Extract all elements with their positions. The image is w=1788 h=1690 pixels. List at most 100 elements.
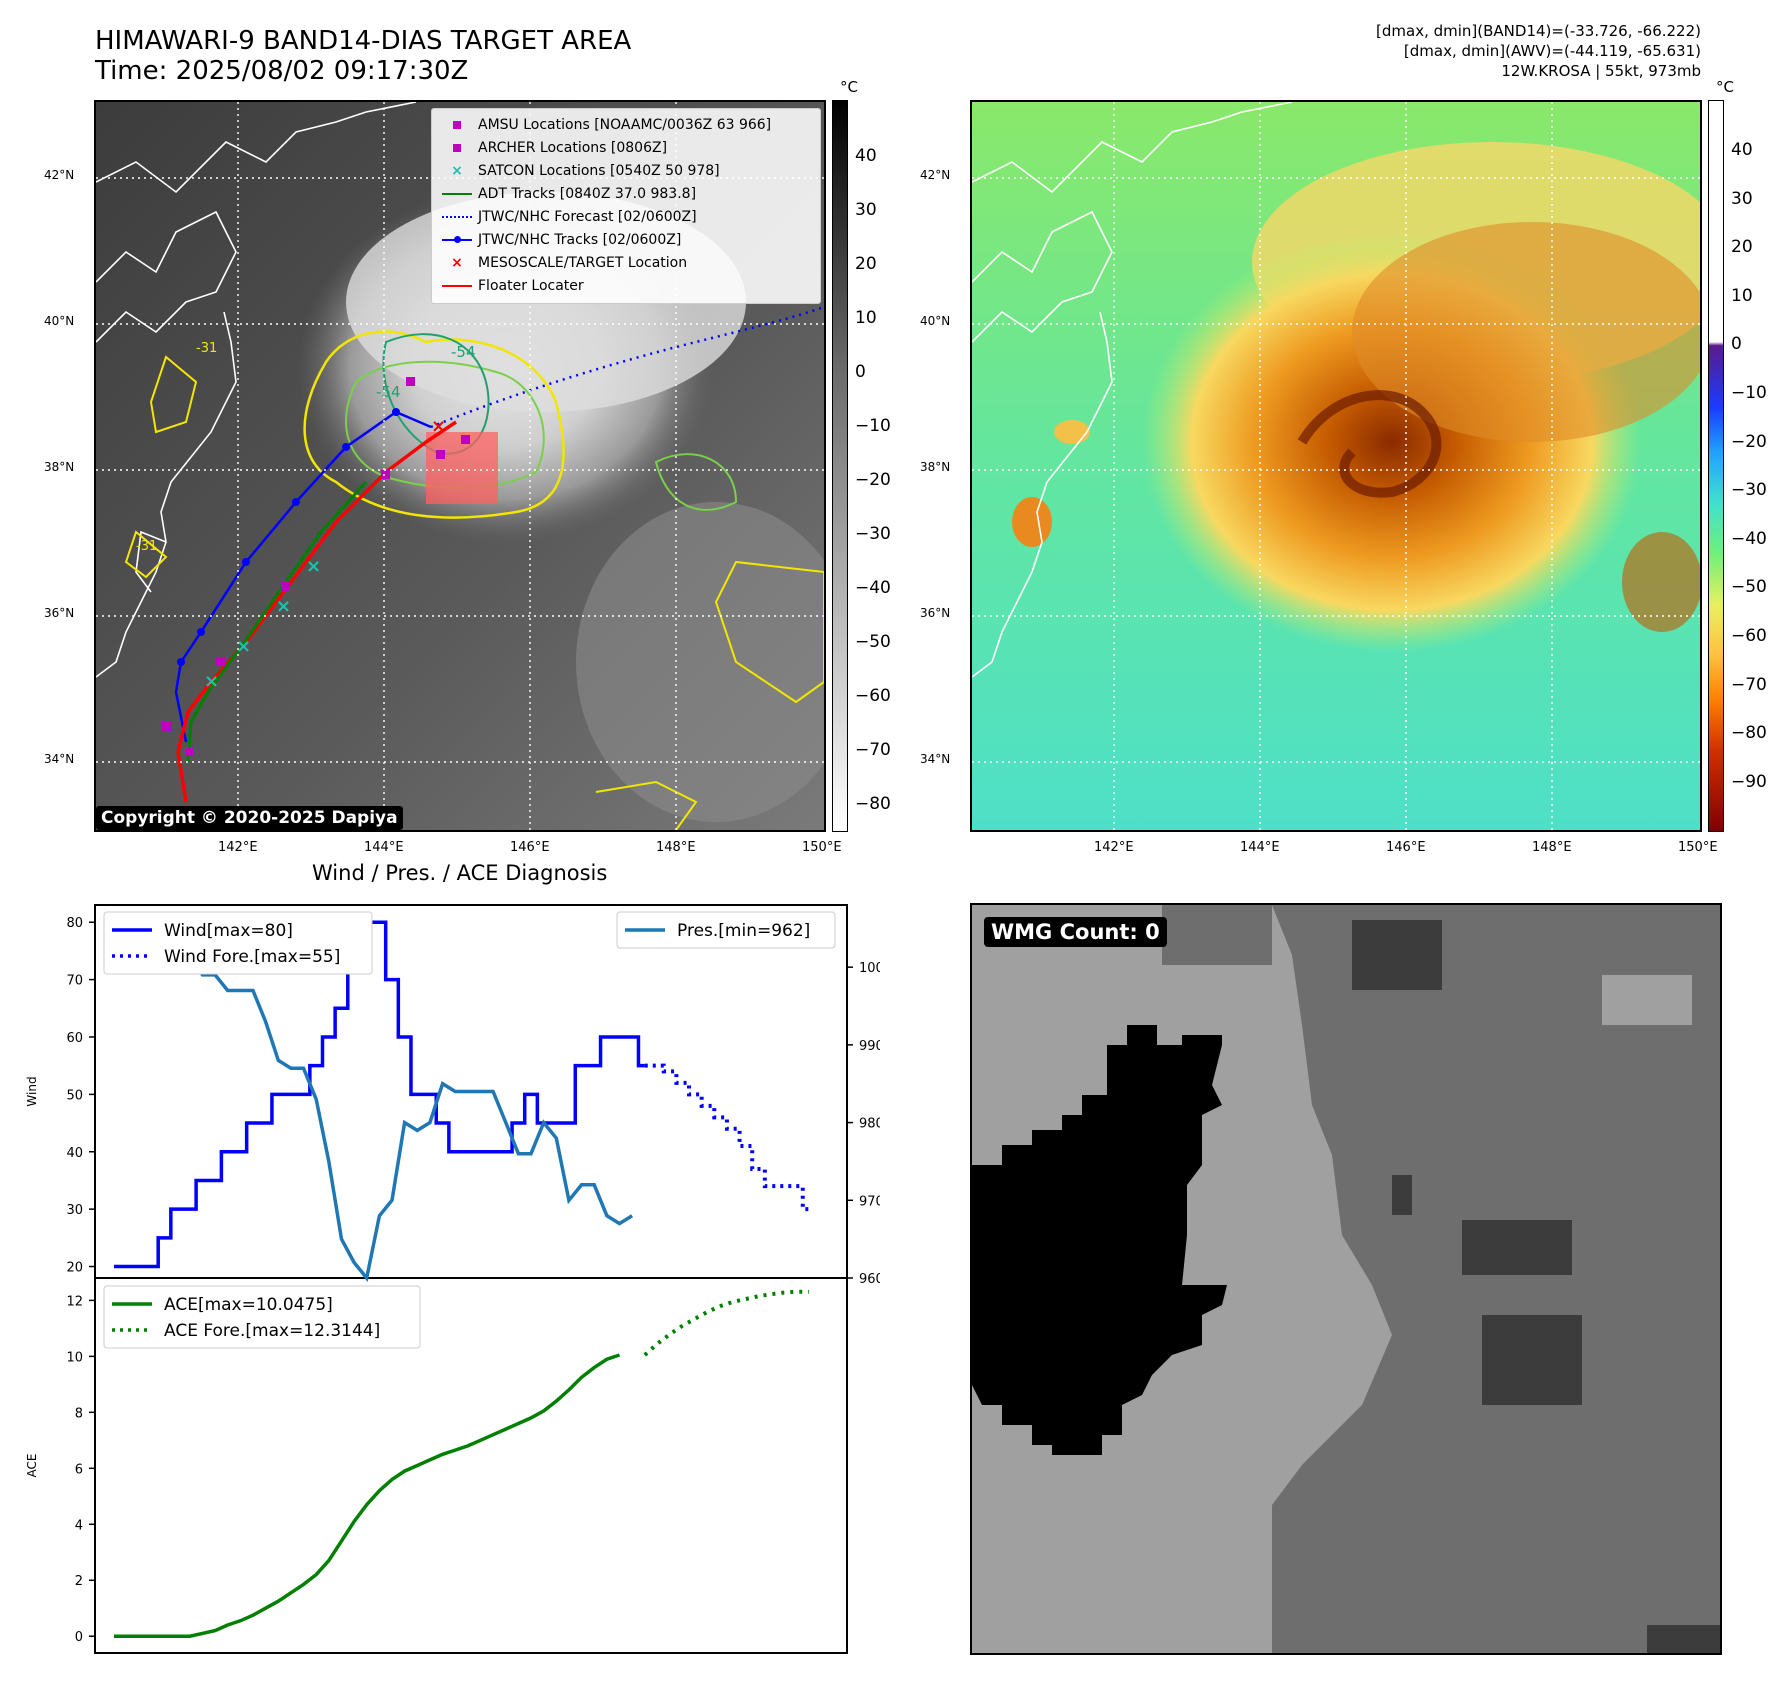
legend-marker-icon: × bbox=[451, 255, 463, 271]
colorbar-left-tick: 40 bbox=[855, 146, 877, 166]
diagnosis-title: Wind / Pres. / ACE Diagnosis bbox=[312, 861, 608, 885]
colorbar-right-tick: −40 bbox=[1731, 528, 1767, 549]
wind-forecast-series-line bbox=[644, 1063, 810, 1212]
chart-legend bbox=[103, 1285, 421, 1349]
legend-item: × SATCON Locations [0540Z 50 978] bbox=[440, 161, 720, 181]
colorbar-left-tick: 20 bbox=[855, 254, 877, 274]
wind-tick-label: 30 bbox=[66, 1203, 83, 1218]
lat-tick-label: 40°N bbox=[920, 314, 951, 328]
lon-tick-label: 142°E bbox=[218, 840, 258, 855]
lon-tick-label: 150°E bbox=[1678, 840, 1718, 855]
colorbar-right-tick: −50 bbox=[1731, 577, 1767, 598]
contour-label: -31 bbox=[136, 539, 157, 554]
colorbar-right-tick: −60 bbox=[1731, 626, 1767, 646]
colorbar-right-tick: −90 bbox=[1731, 771, 1767, 792]
colorbar-right-tick: −20 bbox=[1731, 431, 1767, 452]
legend-label: ADT Tracks [0840Z 37.0 983.8] bbox=[478, 186, 697, 202]
chart-legend bbox=[616, 911, 836, 949]
colorbar-right-tick: 40 bbox=[1731, 140, 1753, 160]
legend-marker-icon bbox=[440, 278, 474, 294]
legend-item: × MESOSCALE/TARGET Location bbox=[440, 253, 687, 273]
ace-tick-label: 0 bbox=[75, 1630, 83, 1645]
svg-text:×: × bbox=[306, 556, 321, 577]
legend-marker-icon: × bbox=[451, 163, 463, 179]
wind-series-line bbox=[113, 920, 645, 1269]
wind-tick-label: 80 bbox=[66, 916, 83, 931]
colorbar-left-unit: °C bbox=[840, 78, 858, 96]
colorbar-left-tick: 30 bbox=[855, 200, 877, 220]
satcon-markers: × × × × bbox=[204, 556, 321, 692]
wmg-region-black bbox=[972, 1025, 1227, 1455]
colorbar-left-tick: −50 bbox=[855, 632, 891, 652]
chart-time: Time: 2025/08/02 09:17:30Z bbox=[95, 56, 469, 86]
legend-item: AMSU Locations [NOAAMC/0036Z 63 966] bbox=[440, 115, 771, 135]
ace-tick-label: 6 bbox=[75, 1462, 83, 1477]
ace-forecast-series-line bbox=[643, 1289, 810, 1357]
diagnosis-chart: 807060504030201000990980970960121086420W… bbox=[25, 904, 880, 1654]
jtwc-forecast bbox=[430, 305, 824, 429]
legend-label: MESOSCALE/TARGET Location bbox=[478, 255, 688, 271]
lon-tick-label: 144°E bbox=[1240, 840, 1280, 855]
ace-series-line bbox=[114, 1353, 621, 1638]
legend-label: SATCON Locations [0540Z 50 978] bbox=[478, 163, 720, 179]
legend-marker-icon bbox=[440, 117, 474, 133]
awv-map-panel bbox=[970, 100, 1702, 832]
wmg-region-dark bbox=[1272, 905, 1720, 1653]
legend-marker-icon bbox=[440, 209, 474, 225]
colorbar-right-tick: 0 bbox=[1731, 334, 1742, 355]
lon-tick-label: 148°E bbox=[656, 840, 696, 855]
lon-tick-label: 148°E bbox=[1532, 840, 1572, 855]
colorbar-right-tick: 10 bbox=[1731, 285, 1753, 306]
lat-tick-label: 34°N bbox=[44, 752, 75, 766]
colorbar-left-tick: −70 bbox=[855, 740, 891, 760]
legend-item: ARCHER Locations [0806Z] bbox=[440, 138, 667, 158]
chart-legend-label: Pres.[min=962] bbox=[677, 921, 810, 941]
ace-tick-label: 2 bbox=[75, 1574, 83, 1589]
awv-map-svg bbox=[972, 102, 1700, 830]
chart-legend-label: ACE Fore.[max=12.3144] bbox=[164, 1321, 380, 1341]
colorbar-left-tick: −30 bbox=[855, 524, 891, 544]
legend-marker-icon bbox=[440, 232, 474, 248]
wind-tick-label: 50 bbox=[66, 1088, 83, 1103]
ace-tick-label: 12 bbox=[66, 1294, 83, 1309]
chart-legend-label: Wind Fore.[max=55] bbox=[164, 947, 340, 967]
legend-label: JTWC/NHC Forecast [02/0600Z] bbox=[478, 209, 697, 225]
legend-label: ARCHER Locations [0806Z] bbox=[478, 140, 668, 156]
lon-tick-label: 150°E bbox=[802, 840, 842, 855]
pressure-tick-label: 1000 bbox=[859, 961, 880, 976]
ace-tick-label: 4 bbox=[75, 1518, 83, 1533]
map-legend: AMSU Locations [NOAAMC/0036Z 63 966] ARCH… bbox=[431, 108, 821, 304]
coastline bbox=[96, 102, 417, 194]
lat-tick-label: 36°N bbox=[920, 606, 951, 620]
legend-item: Floater Locater bbox=[440, 276, 584, 296]
floater-locater bbox=[176, 420, 457, 803]
colorbar-right bbox=[1708, 100, 1724, 832]
lon-tick-label: 142°E bbox=[1094, 840, 1134, 855]
svg-text:×: × bbox=[276, 596, 291, 617]
colorbar-left-tick: 0 bbox=[855, 362, 866, 382]
ace-tick-label: 8 bbox=[75, 1406, 83, 1421]
colorbar-right-unit: °C bbox=[1716, 78, 1734, 96]
wind-tick-label: 70 bbox=[66, 974, 83, 989]
ace-tick-label: 10 bbox=[66, 1350, 83, 1365]
colorbar-left-tick: −60 bbox=[855, 686, 891, 706]
colorbar-left-tick: −20 bbox=[855, 470, 891, 490]
coastline bbox=[96, 210, 237, 343]
svg-text:×: × bbox=[236, 636, 251, 657]
lat-tick-label: 38°N bbox=[44, 460, 75, 474]
pressure-tick-label: 960 bbox=[859, 1272, 880, 1287]
legend-marker-icon bbox=[440, 186, 474, 202]
ace-axis-label: ACE bbox=[25, 1454, 39, 1478]
lon-tick-label: 146°E bbox=[510, 840, 550, 855]
legend-item: ADT Tracks [0840Z 37.0 983.8] bbox=[440, 184, 696, 204]
colorbar-right-tick: −30 bbox=[1731, 480, 1767, 501]
contour-label: -54 bbox=[376, 383, 401, 401]
lon-tick-label: 144°E bbox=[364, 840, 404, 855]
colorbar-right-tick: −70 bbox=[1731, 674, 1767, 695]
pressure-tick-label: 990 bbox=[859, 1039, 880, 1054]
colorbar-right-tick: 30 bbox=[1731, 188, 1753, 209]
lat-tick-label: 38°N bbox=[920, 460, 951, 474]
wind-tick-label: 40 bbox=[66, 1146, 83, 1161]
lon-tick-label: 146°E bbox=[1386, 840, 1426, 855]
band14-stats: [dmax, dmin](BAND14)=(-33.726, -66.222) bbox=[1376, 22, 1701, 40]
